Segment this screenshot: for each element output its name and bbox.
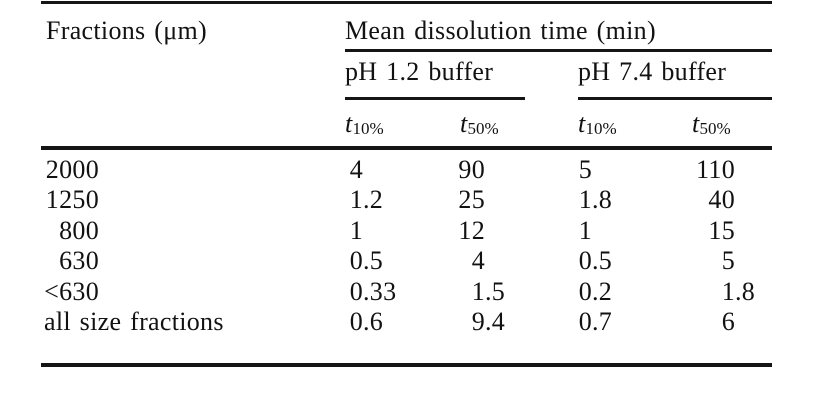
value-cell-ph74-t10: 1.8 (578, 185, 613, 214)
t-subscript: 50% (467, 119, 499, 139)
fraction-label: 1250 (45, 185, 99, 214)
value-cell-ph74-t10: 1 (578, 216, 592, 245)
value-cell-ph74-t50: 5 (721, 246, 735, 275)
value-cell-ph12-t50: 4 (471, 246, 485, 275)
value-cell-ph74-t50: 1.8 (721, 277, 756, 306)
value-cell-ph12-t10: 0.33 (349, 277, 397, 306)
header-body-divider-rule (41, 146, 772, 150)
fraction-label: 2000 (45, 155, 99, 184)
t-symbol: t (692, 109, 700, 138)
t-subscript: 10% (585, 119, 617, 139)
t-symbol: t (345, 109, 353, 138)
value-cell-ph12-t10: 0.6 (349, 307, 384, 336)
fraction-label: 630 (59, 246, 99, 275)
value-cell-ph74-t50: 110 (696, 155, 735, 184)
fraction-label: 800 (59, 216, 99, 245)
mean-dissolution-time-span-header: Mean dissolution time (min) (345, 16, 656, 45)
table-row: 1250 1.2 25 1.8 40 (0, 184, 824, 215)
table-row: 2000 4 90 5 110 (0, 154, 824, 185)
table-row: 800 1 12 1 15 (0, 215, 824, 246)
ph12-group-underline-rule (345, 97, 525, 100)
value-cell-ph12-t10: 1.2 (349, 185, 384, 214)
t-subscript: 50% (699, 119, 731, 139)
value-cell-ph74-t10: 5 (578, 155, 592, 184)
fraction-label: <630 (44, 277, 99, 306)
value-cell-ph12-t50: 25 (458, 185, 485, 214)
value-cell-ph12-t10: 0.5 (349, 246, 384, 275)
fraction-label: all size fractions (44, 307, 224, 336)
subheader-t50-ph12: t50% (460, 109, 499, 139)
value-cell-ph74-t10: 0.2 (578, 277, 613, 306)
t-symbol: t (460, 109, 468, 138)
value-cell-ph74-t50: 15 (708, 216, 735, 245)
value-cell-ph12-t50: 90 (458, 155, 485, 184)
table-row: all size fractions 0.6 9.4 0.7 6 (0, 306, 824, 337)
group-header-ph-1-2-buffer: pH 1.2 buffer (345, 57, 494, 86)
subheader-t50-ph74: t50% (692, 109, 731, 139)
value-cell-ph74-t10: 0.5 (578, 246, 613, 275)
value-cell-ph74-t50: 6 (721, 307, 735, 336)
value-cell-ph74-t50: 40 (708, 185, 735, 214)
value-cell-ph12-t50: 1.5 (471, 277, 506, 306)
table-top-rule (41, 1, 772, 4)
value-cell-ph12-t50: 12 (458, 216, 485, 245)
subheader-t10-ph12: t10% (345, 109, 384, 139)
table-bottom-rule (41, 363, 772, 367)
subheader-t10-ph74: t10% (578, 109, 617, 139)
value-cell-ph12-t10: 1 (349, 216, 363, 245)
value-cell-ph12-t50: 9.4 (471, 307, 506, 336)
span-header-underline-rule (345, 49, 772, 52)
t-symbol: t (578, 109, 586, 138)
t-subscript: 10% (352, 119, 384, 139)
table-row: 630 0.5 4 0.5 5 (0, 245, 824, 276)
group-header-ph-7-4-buffer: pH 7.4 buffer (578, 57, 727, 86)
value-cell-ph74-t10: 0.7 (578, 307, 613, 336)
fractions-column-header: Fractions (μm) (46, 16, 207, 45)
value-cell-ph12-t10: 4 (349, 155, 363, 184)
ph74-group-underline-rule (578, 97, 772, 100)
table-row: <630 0.33 1.5 0.2 1.8 (0, 276, 824, 307)
